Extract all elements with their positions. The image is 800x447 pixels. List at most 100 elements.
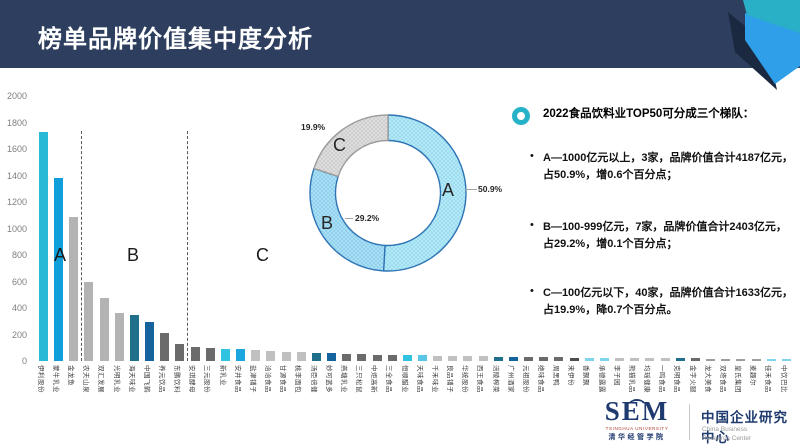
bullet-dot: • (530, 285, 534, 297)
x-axis-label: 恒顺醋业 (400, 365, 408, 393)
footer-logos: SEM TSINGHUA UNIVERSITY 清华经管学院 中国企业研究中心 … (560, 396, 800, 446)
bar (160, 332, 170, 361)
logo-divider (689, 404, 690, 440)
x-axis-label: 克明食品 (673, 365, 681, 393)
bar (781, 359, 791, 361)
bar (205, 347, 215, 361)
x-axis-label: 新乳业 (218, 365, 226, 386)
bar (463, 356, 473, 361)
x-axis-label: 一鸣食品 (658, 365, 666, 393)
bar (751, 358, 761, 361)
x-axis-label: 承德露露 (597, 365, 605, 393)
bar (599, 357, 609, 361)
bullet-dot: • (530, 150, 534, 162)
bar (220, 348, 230, 361)
bar (690, 358, 700, 361)
x-axis-label: 东鹏饮料 (173, 365, 181, 393)
y-axis-tick: 800 (11, 250, 27, 260)
x-axis-label: 双塔食品 (718, 365, 726, 393)
x-axis-label: 燕塘乳业 (339, 365, 347, 393)
bar (721, 358, 731, 361)
bar (251, 350, 261, 361)
y-axis-tick: 1600 (6, 144, 27, 154)
y-axis-tick: 200 (11, 329, 27, 340)
x-axis-label: 洽洽食品 (264, 365, 272, 393)
x-axis-label: 李子园 (612, 365, 620, 386)
bar (569, 357, 579, 361)
x-axis-label: 蒙牛乳业 (51, 365, 59, 393)
x-axis-label: 广州酒家 (506, 365, 514, 393)
x-axis-label: 千禾味业 (430, 365, 438, 393)
x-axis-label: 甘源食品 (279, 365, 287, 393)
x-axis-label: 金龙鱼 (67, 365, 75, 386)
tier-label-c: C (256, 245, 269, 265)
donut-slice-c (313, 114, 389, 178)
tsinghua-sem-cn-label: 清华经管学院 (608, 434, 666, 441)
x-axis-label: 桃李面包 (294, 365, 302, 393)
bar (342, 353, 352, 361)
y-axis-tick: 1000 (6, 223, 27, 234)
x-axis-label: 三只松鼠 (355, 365, 363, 393)
x-axis-label: 光明乳业 (112, 365, 120, 393)
x-axis-label: 西王食品 (476, 365, 484, 393)
bullet-tier-a: A—1000亿元以上，3家，品牌价值合计4187亿元，占50.9%，增0.6个百… (543, 152, 794, 181)
bar (327, 353, 337, 361)
x-axis-label: 良品铺子 (446, 365, 454, 393)
x-axis-label: 中国飞鹤 (142, 365, 150, 393)
bar (236, 349, 246, 361)
bar (539, 357, 549, 361)
x-axis-label: 佳禾食品 (764, 365, 772, 393)
bar (372, 354, 382, 361)
x-axis-label: 周黑鸭 (552, 365, 560, 386)
x-axis-label: 安琪酵母 (188, 365, 196, 393)
bar (448, 355, 458, 361)
donut-chart: A B C 50.9% 29.2% 19.9% (295, 100, 510, 292)
panel-title: 2022食品饮料业TOP50可分成三个梯队： (543, 108, 755, 120)
x-axis-label: 妙可蓝多 (324, 365, 332, 393)
x-axis-label: 来伊份 (567, 365, 575, 386)
donut-slice-a (382, 114, 467, 272)
donut-pct-b: 29.2% (355, 213, 380, 223)
bar-chart-plot-area (36, 96, 794, 361)
x-axis-label: 涪陵榨菜 (491, 365, 499, 393)
bar (615, 357, 625, 361)
page-title: 榜单品牌价值集中度分析 (38, 26, 313, 53)
bar (175, 343, 185, 361)
y-axis-tick: 1200 (6, 197, 27, 207)
x-axis-label: 麦趣尔 (749, 365, 757, 386)
bar (418, 355, 427, 361)
y-axis: 0 200 400 600 800 1000 1200 1400 1600 1800 2000 (0, 0, 30, 447)
bar (675, 358, 685, 361)
bar (524, 357, 534, 361)
tsinghua-sem-logo: SEM TSINGHUA UNIVERSITY 清华经管学院 (592, 398, 682, 442)
x-axis-label: 三全食品 (385, 365, 393, 393)
bar (433, 355, 443, 361)
x-axis-label: 中炬高新 (370, 365, 378, 393)
research-center-en: China Business Research Center (702, 426, 752, 443)
x-axis-label: 养元饮品 (157, 365, 165, 393)
bar (69, 217, 79, 361)
bar (39, 131, 48, 361)
tier-label-b: B (127, 245, 140, 265)
x-axis-label: 安井食品 (233, 365, 241, 393)
x-axis-label: 天味食品 (415, 365, 423, 393)
bar (660, 358, 670, 361)
y-axis-tick: 400 (11, 303, 27, 313)
x-axis-label: 均瑶健康 (643, 365, 651, 393)
x-axis-label: 熊猫乳品 (627, 365, 635, 393)
y-axis-tick: 1800 (6, 117, 27, 128)
tier-separator-line-2 (187, 131, 189, 361)
y-axis-tick: 1400 (6, 170, 27, 181)
x-axis-label: 华统股份 (461, 365, 469, 393)
bar (281, 351, 291, 361)
bar (766, 358, 776, 361)
x-axis-label: 金字火腿 (688, 365, 696, 393)
tier-separator-line-1 (80, 131, 82, 361)
bar (478, 356, 488, 361)
bullet-tier-c: C—100亿元以下，40家，品牌价值合计1633亿元，占19.9%，降0.7个百… (543, 287, 794, 316)
leader-line-b (345, 218, 353, 219)
bar (357, 354, 367, 361)
donut-pct-c: 19.9% (301, 122, 326, 132)
tsinghua-university-label: TSINGHUA UNIVERSITY (605, 426, 669, 431)
x-axis-label: 农夫山泉 (82, 365, 90, 393)
